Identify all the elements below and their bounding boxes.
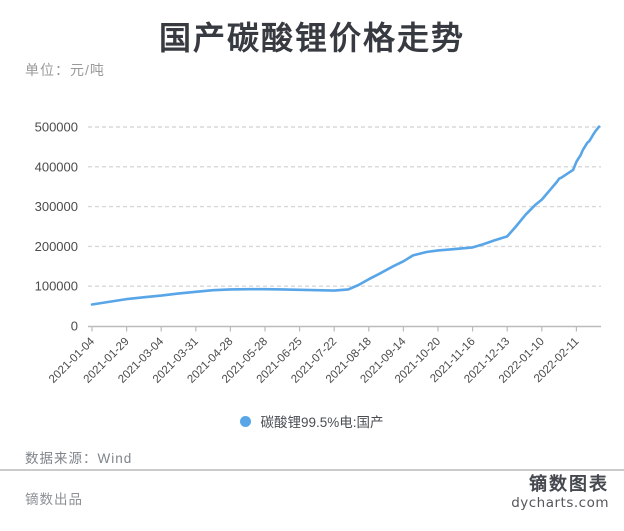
y-axis-tick-label: 100000 [35,279,78,294]
y-axis-tick-label: 0 [71,319,78,334]
legend[interactable]: 碳酸锂99.5%电:国产 [0,409,624,433]
legend-series-label: 碳酸锂99.5%电:国产 [260,415,384,430]
brand-url: dycharts.com [511,494,609,511]
data-source-label: 数据来源：Wind [25,451,133,466]
footer-divider [0,469,624,471]
producer-label: 镝数出品 [25,492,83,507]
unit-label: 单位：元/吨 [25,62,105,78]
y-axis-tick-label: 500000 [35,120,78,135]
legend-dot-icon [240,415,252,427]
y-axis-tick-label: 400000 [35,159,78,174]
y-axis-tick-label: 200000 [35,239,78,254]
page-title: 国产碳酸锂价格走势 [158,20,465,56]
brand-block: 镝数图表 dycharts.com [511,474,609,511]
price-line [90,125,601,306]
brand-wordmark: 镝数图表 [529,474,609,495]
y-axis-tick-label: 300000 [35,199,78,214]
chart-canvas[interactable]: 01000002000003000004000005000002021-01-0… [0,96,624,408]
